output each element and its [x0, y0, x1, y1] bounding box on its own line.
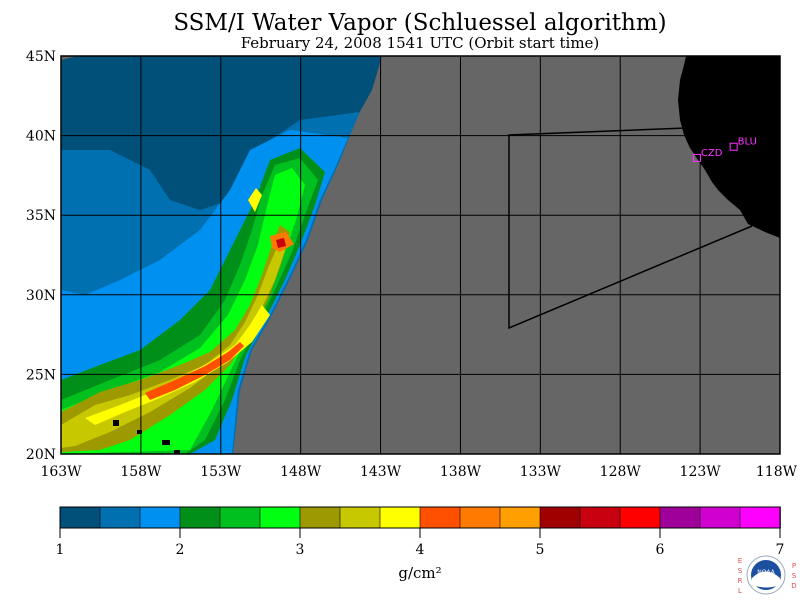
colorbar-tick-label: 3 — [296, 542, 305, 558]
noaa-logo-badge-text: NOAA — [757, 569, 775, 576]
colorbar-tick-label: 6 — [656, 542, 665, 558]
colorbar-swatch — [139, 506, 181, 529]
station-markers: CZD BLU — [692, 137, 757, 162]
colorbar-tick-label: 5 — [536, 542, 545, 558]
longitude-label: 118W — [756, 464, 798, 480]
longitude-label: 133W — [520, 464, 562, 480]
swath-band-bright-green — [61, 158, 318, 454]
colorbar-swatch — [259, 506, 301, 529]
hawaii-islands — [113, 420, 180, 454]
logo-letter: E — [738, 557, 742, 565]
colorbar-tick-label: 7 — [776, 542, 785, 558]
north-america-landmass — [678, 56, 780, 238]
latitude-label: 45N — [26, 49, 56, 65]
colorbar-unit-label: g/cm² — [398, 564, 441, 582]
colorbar-swatch — [339, 506, 381, 529]
colorbar-swatch — [539, 506, 581, 529]
logo-letter: S — [792, 572, 797, 580]
noaa-logo-bird — [752, 571, 780, 588]
island-kauai — [113, 420, 119, 426]
colorbar-ticks: 1 2 3 4 5 6 7 — [56, 528, 785, 558]
latitude-label: 25N — [26, 367, 56, 383]
logo-letter: D — [791, 582, 796, 590]
map-frame — [60, 55, 781, 455]
latitude-label: 35N — [26, 208, 56, 224]
longitude-label: 123W — [680, 464, 722, 480]
colorbar-swatch — [419, 506, 461, 529]
logo-letter: L — [738, 587, 742, 595]
colorbar-swatch — [459, 506, 501, 529]
swath-band-khaki — [61, 245, 285, 448]
latitude-label: 30N — [26, 288, 56, 304]
colorbar: 1 2 3 4 5 6 7 g/cm² — [56, 506, 785, 582]
colorbar-swatch — [579, 506, 621, 529]
colorbar-swatches — [59, 506, 781, 529]
longitude-label: 128W — [600, 464, 642, 480]
colorbar-swatch — [299, 506, 341, 529]
colorbar-swatch — [499, 506, 541, 529]
colorbar-swatch — [619, 506, 661, 529]
swath-band-olive — [61, 225, 290, 452]
island-hawaii — [174, 450, 180, 454]
logo-letter: S — [738, 567, 743, 575]
colorbar-swatch — [739, 506, 781, 529]
station-label-blu: BLU — [738, 137, 757, 148]
map-subtitle: February 24, 2008 1541 UTC (Orbit start … — [241, 34, 600, 52]
island-maui — [162, 440, 170, 445]
domain-boundary-outline — [508, 127, 753, 330]
colorbar-swatch — [59, 506, 101, 529]
psd-letters: PSD — [791, 562, 796, 590]
colorbar-tick-label: 1 — [56, 542, 65, 558]
longitude-label: 158W — [120, 464, 162, 480]
colorbar-swatch — [219, 506, 261, 529]
latitude-label: 40N — [26, 129, 56, 145]
swath-band-yellow — [85, 305, 270, 425]
station-marker-czd — [692, 153, 701, 162]
latitude-label: 20N — [26, 447, 56, 463]
colorbar-swatch — [699, 506, 741, 529]
colorbar-swatch — [179, 506, 221, 529]
longitude-labels: 163W 158W 153W 148W 143W 138W 133W 128W 123W 118W — [40, 464, 797, 480]
swath-band-orange-red — [145, 342, 244, 400]
colorbar-swatch — [659, 506, 701, 529]
longitude-label: 143W — [360, 464, 402, 480]
colorbar-swatch — [379, 506, 421, 529]
colorbar-tick-label: 4 — [416, 542, 425, 558]
logo-letter: R — [738, 577, 743, 585]
longitude-label: 153W — [200, 464, 242, 480]
logo-letter: P — [792, 562, 796, 570]
station-marker-blu — [729, 142, 738, 151]
latitude-labels: 45N 40N 35N 30N 25N 20N — [26, 49, 56, 463]
island-oahu — [137, 430, 142, 434]
swath-band-streak-yellow — [248, 188, 262, 212]
longitude-label: 148W — [280, 464, 322, 480]
swath-band-dark-red — [276, 238, 286, 248]
map-title: SSM/I Water Vapor (Schluessel algorithm) — [173, 10, 666, 36]
longitude-label: 163W — [40, 464, 82, 480]
colorbar-swatch — [99, 506, 141, 529]
colorbar-tick-label: 2 — [176, 542, 185, 558]
longitude-label: 138W — [440, 464, 482, 480]
map-panel: CZD BLU — [60, 55, 781, 455]
station-label-czd: CZD — [701, 148, 723, 159]
